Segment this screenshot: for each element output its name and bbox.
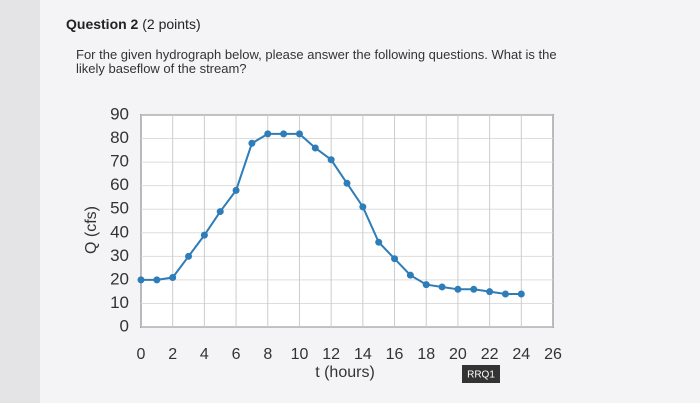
x-tick-label: 16 — [386, 346, 404, 363]
data-point — [185, 252, 193, 260]
y-axis-label: Q (cfs) — [83, 206, 100, 254]
data-point — [137, 276, 145, 284]
data-point — [406, 271, 414, 279]
y-tick-label: 90 — [110, 104, 129, 123]
x-tick-label: 0 — [137, 346, 146, 363]
data-point — [422, 281, 430, 289]
x-tick-label: 2 — [168, 346, 177, 363]
x-tick-label: 18 — [417, 346, 435, 363]
y-tick-label: 0 — [120, 316, 129, 335]
x-tick-label: 20 — [449, 346, 467, 363]
y-tick-label: 40 — [110, 222, 129, 241]
data-point — [232, 186, 240, 194]
data-point — [295, 130, 303, 138]
x-tick-label: 10 — [291, 346, 309, 363]
data-point — [391, 255, 399, 263]
data-point — [280, 130, 288, 138]
question-title: Question 2 — [66, 16, 139, 32]
data-point — [200, 231, 208, 239]
x-tick-label: 22 — [481, 346, 499, 363]
y-tick-label: 10 — [110, 293, 129, 312]
data-point — [486, 288, 494, 296]
tooltip-box — [462, 365, 500, 383]
data-point — [470, 285, 478, 293]
y-tick-label: 20 — [110, 269, 129, 288]
data-point — [438, 283, 446, 291]
x-tick-label: 14 — [354, 346, 372, 363]
data-point — [501, 290, 509, 298]
tooltip: RRQ1 — [467, 370, 495, 381]
data-point — [375, 238, 383, 246]
y-tick-label: 50 — [110, 199, 129, 218]
x-tick-label: 8 — [263, 346, 272, 363]
data-point — [343, 179, 351, 187]
question-text: For the given hydrograph below, please a… — [76, 47, 557, 76]
x-tick-label: 4 — [200, 346, 209, 363]
data-point — [216, 208, 224, 216]
y-tick-label: 30 — [110, 246, 129, 265]
y-tick-label: 80 — [110, 128, 129, 147]
x-tick-label: 24 — [512, 346, 530, 363]
data-point — [517, 290, 525, 298]
y-tick-label: 70 — [110, 152, 129, 171]
data-point — [311, 144, 319, 152]
data-point — [454, 285, 462, 293]
data-point — [248, 139, 256, 147]
data-point — [264, 130, 272, 138]
x-tick-label: 26 — [544, 346, 562, 363]
question-points: (2 points) — [142, 16, 201, 32]
x-tick-label: 6 — [232, 346, 241, 363]
question-header: Question 2 (2 points) — [66, 16, 201, 32]
data-point — [153, 276, 161, 284]
data-point — [169, 274, 177, 282]
data-point — [327, 156, 335, 164]
data-point — [359, 203, 367, 211]
y-tick-label: 60 — [110, 175, 129, 194]
x-tick-label: 12 — [322, 346, 340, 363]
x-axis-label: t (hours) — [315, 364, 375, 381]
